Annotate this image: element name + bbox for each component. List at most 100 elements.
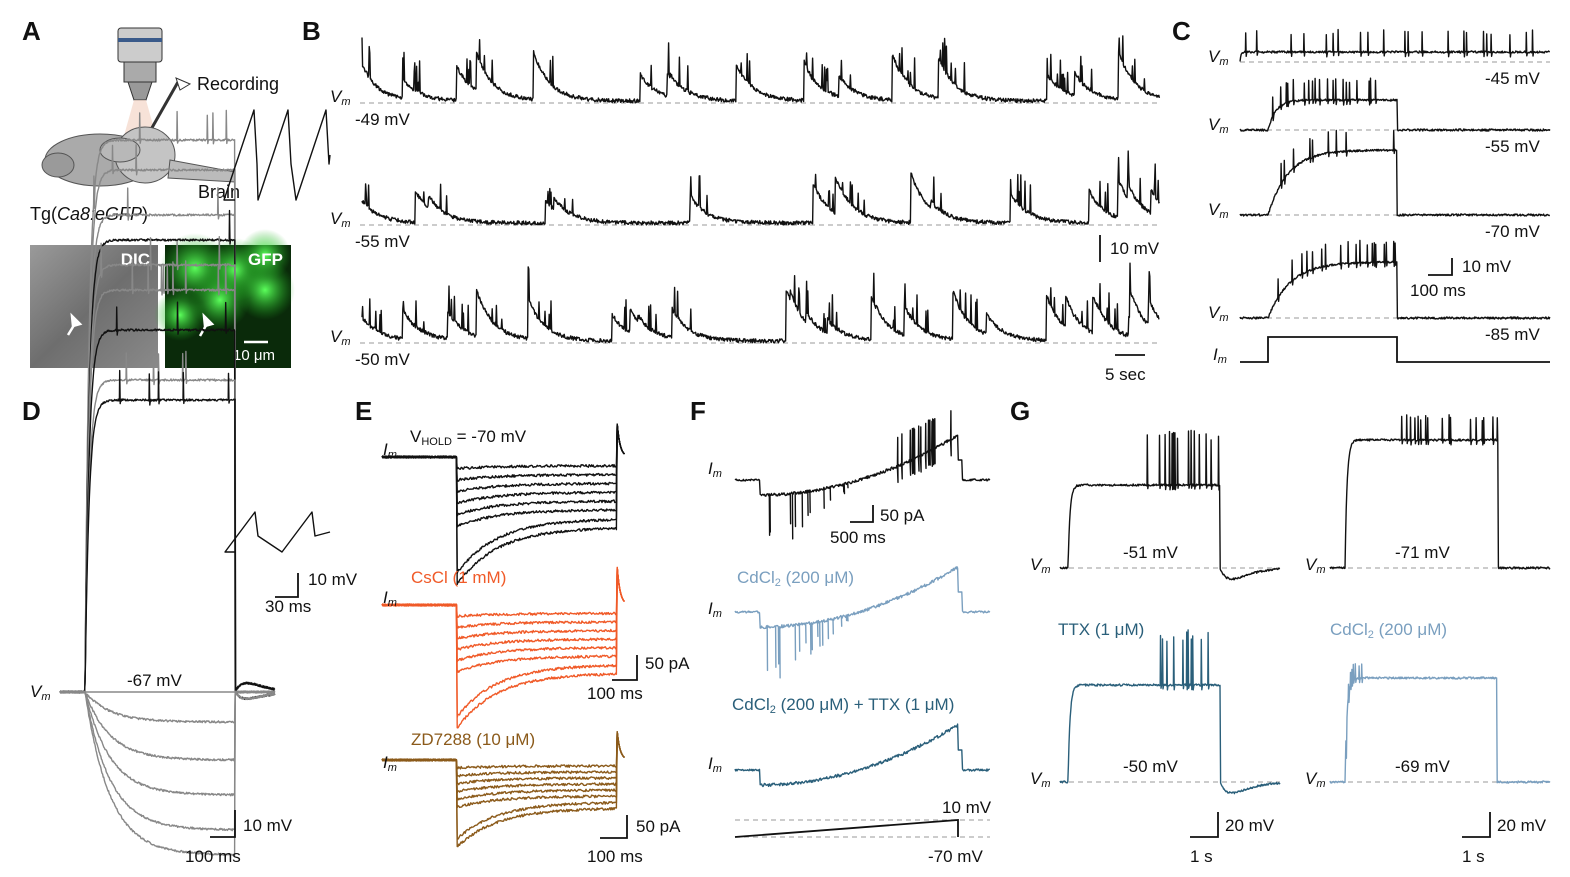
trace <box>361 262 1160 344</box>
label: 1 s <box>1190 847 1213 866</box>
scale-bar <box>1428 258 1453 276</box>
trace <box>59 109 276 694</box>
text: V <box>1305 555 1318 574</box>
text: (200 μM) <box>781 568 854 587</box>
label: Recording <box>197 74 279 94</box>
label: Tg(Ca8:eGFP) <box>30 204 148 224</box>
subscript: m <box>713 468 722 480</box>
text: I <box>708 599 713 618</box>
level-label: -70 mV <box>1485 222 1540 241</box>
subscript: 2 <box>770 704 776 716</box>
subscript: m <box>1041 778 1050 790</box>
gfp-image <box>154 229 295 368</box>
text: (200 μM) <box>1374 620 1447 639</box>
trace <box>381 566 625 729</box>
text: V <box>1208 115 1221 134</box>
subscript: m <box>388 762 397 774</box>
text: V <box>330 87 343 106</box>
subscript: m <box>1041 564 1050 576</box>
scale-bar <box>612 655 638 681</box>
vm-label: Vm <box>1305 555 1326 576</box>
trace <box>1239 77 1551 132</box>
panel-label: E <box>355 396 372 426</box>
trace <box>734 566 991 679</box>
text: V <box>1208 303 1221 322</box>
trace <box>224 511 331 553</box>
label: CdCl2 (200 μM) <box>737 568 854 589</box>
im-label: Im <box>383 588 397 609</box>
level-label: -49 mV <box>355 110 410 129</box>
scale-bar <box>850 505 874 523</box>
label: 10 mV <box>243 816 293 835</box>
label: 20 mV <box>1497 816 1547 835</box>
text: I <box>383 588 388 607</box>
scale-bar <box>600 815 628 839</box>
level-label: -71 mV <box>1395 543 1450 562</box>
label: 1 s <box>1462 847 1485 866</box>
label: CdCl2 (200 μM) + TTX (1 μM) <box>732 695 954 716</box>
panel-label: C <box>1172 16 1191 46</box>
text: Tg( <box>30 204 57 224</box>
label: 500 ms <box>830 528 886 547</box>
subscript: m <box>388 597 397 609</box>
vm-label: Vm <box>330 87 351 108</box>
text: CdCl <box>1330 620 1368 639</box>
label: ZD7288 (10 μM) <box>411 730 535 749</box>
label: 100 ms <box>587 847 643 866</box>
subscript: m <box>1219 312 1228 324</box>
panel-label: G <box>1010 396 1030 426</box>
level-label: -55 mV <box>355 232 410 251</box>
scale-bar <box>275 573 299 598</box>
level-label: -85 mV <box>1485 325 1540 344</box>
text: V <box>330 209 343 228</box>
trace <box>1239 129 1551 217</box>
label: 50 pA <box>880 506 925 525</box>
label: TTX (1 μM) <box>1058 620 1144 639</box>
label: 10 mV <box>308 570 358 589</box>
level-label: -50 mV <box>1123 757 1178 776</box>
label: 10 μm <box>233 347 275 364</box>
subscript: m <box>341 96 350 108</box>
im-label: Im <box>1213 345 1227 366</box>
trace <box>1059 629 1281 795</box>
vm-label: Vm <box>330 327 351 348</box>
trace <box>1239 239 1551 320</box>
panel-label: F <box>690 396 706 426</box>
text: I <box>1213 345 1218 364</box>
trace <box>361 150 1161 226</box>
text: CdCl <box>732 695 770 714</box>
label: CsCl (1 mM) <box>411 568 506 587</box>
trace <box>59 690 276 832</box>
text: I <box>708 754 713 773</box>
scale-bar <box>1462 812 1491 838</box>
label: GFP <box>248 250 283 269</box>
subscript: m <box>388 449 397 461</box>
vm-label: Vm <box>330 209 351 230</box>
subscript: m <box>713 763 722 775</box>
text: = -70 mV <box>452 427 527 446</box>
level-label: -55 mV <box>1485 137 1540 156</box>
vm-label: Vm <box>1030 555 1051 576</box>
command-step <box>1240 336 1550 363</box>
im-label: Im <box>383 753 397 774</box>
subscript: m <box>1316 564 1325 576</box>
label: 50 pA <box>645 654 690 673</box>
text: V <box>410 427 422 446</box>
trace <box>59 369 275 694</box>
trace <box>734 410 991 540</box>
brain-icon <box>41 126 236 187</box>
trace <box>59 350 275 701</box>
vm-label: Vm <box>1208 47 1229 68</box>
text: V <box>1030 555 1043 574</box>
level-label: -69 mV <box>1395 757 1450 776</box>
label: CdCl2 (200 μM) <box>1330 620 1447 641</box>
im-label: Im <box>708 459 722 480</box>
trace <box>1239 28 1551 62</box>
italic-text: Ca8:eGFP <box>57 204 142 224</box>
text: I <box>708 459 713 478</box>
panel-label: B <box>302 16 321 46</box>
subscript: m <box>1218 354 1227 366</box>
text: I <box>383 440 388 459</box>
trace <box>1059 429 1281 581</box>
